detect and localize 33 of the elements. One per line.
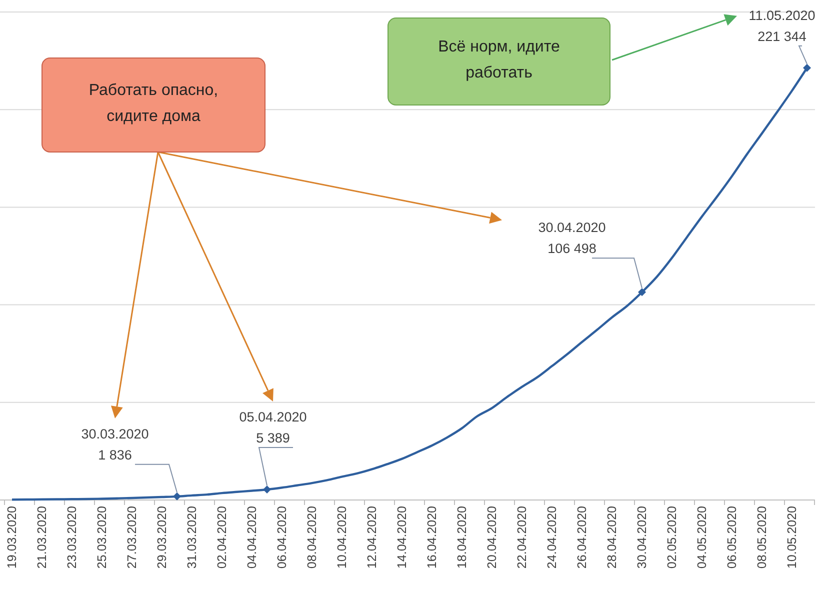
x-tick-label: 04.05.2020 [695,506,709,569]
x-tick-label: 16.04.2020 [425,506,439,569]
x-tick-label: 08.04.2020 [305,506,319,569]
x-tick-label: 26.04.2020 [575,506,589,569]
x-tick-label: 18.04.2020 [455,506,469,569]
x-tick-label: 10.05.2020 [785,506,799,569]
x-tick-label: 04.04.2020 [245,506,259,569]
x-tick-label: 19.03.2020 [5,506,19,569]
x-tick-label: 02.05.2020 [665,506,679,569]
x-tick-label: 10.04.2020 [335,506,349,569]
data-label: 30.04.2020 106 498 [538,220,606,256]
x-tick-label: 23.03.2020 [65,506,79,569]
x-tick-label: 25.03.2020 [95,506,109,569]
x-tick-label: 29.03.2020 [155,506,169,569]
x-tick-label: 08.05.2020 [755,506,769,569]
x-tick-label: 20.04.2020 [485,506,499,569]
x-tick-label: 02.04.2020 [215,506,229,569]
data-label: 30.03.2020 1 836 [81,426,149,462]
x-tick-label: 22.04.2020 [515,506,529,569]
annotation: Всё норм, идите работать [438,38,560,82]
x-tick-label: 06.04.2020 [275,506,289,569]
data-label: 05.04.2020 5 389 [239,409,307,446]
x-tick-label: 12.04.2020 [365,506,379,569]
annotation: Работать опасно, сидите дома [88,82,218,125]
x-tick-label: 24.04.2020 [545,506,559,569]
data-label: 11.05.2020 221 344 [748,8,816,44]
x-tick-label: 06.05.2020 [725,506,739,569]
x-tick-label: 30.04.2020 [635,506,649,569]
x-tick-label: 31.03.2020 [185,506,199,569]
x-tick-label: 28.04.2020 [605,506,619,569]
x-tick-label: 14.04.2020 [395,506,409,569]
x-tick-label: 21.03.2020 [35,506,49,569]
x-tick-label: 27.03.2020 [125,506,139,569]
